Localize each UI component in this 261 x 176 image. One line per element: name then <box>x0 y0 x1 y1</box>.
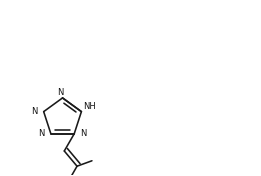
Text: NH: NH <box>84 102 96 111</box>
Text: N: N <box>31 107 38 116</box>
Text: N: N <box>57 89 64 98</box>
Text: N: N <box>80 129 87 138</box>
Text: N: N <box>39 129 45 138</box>
